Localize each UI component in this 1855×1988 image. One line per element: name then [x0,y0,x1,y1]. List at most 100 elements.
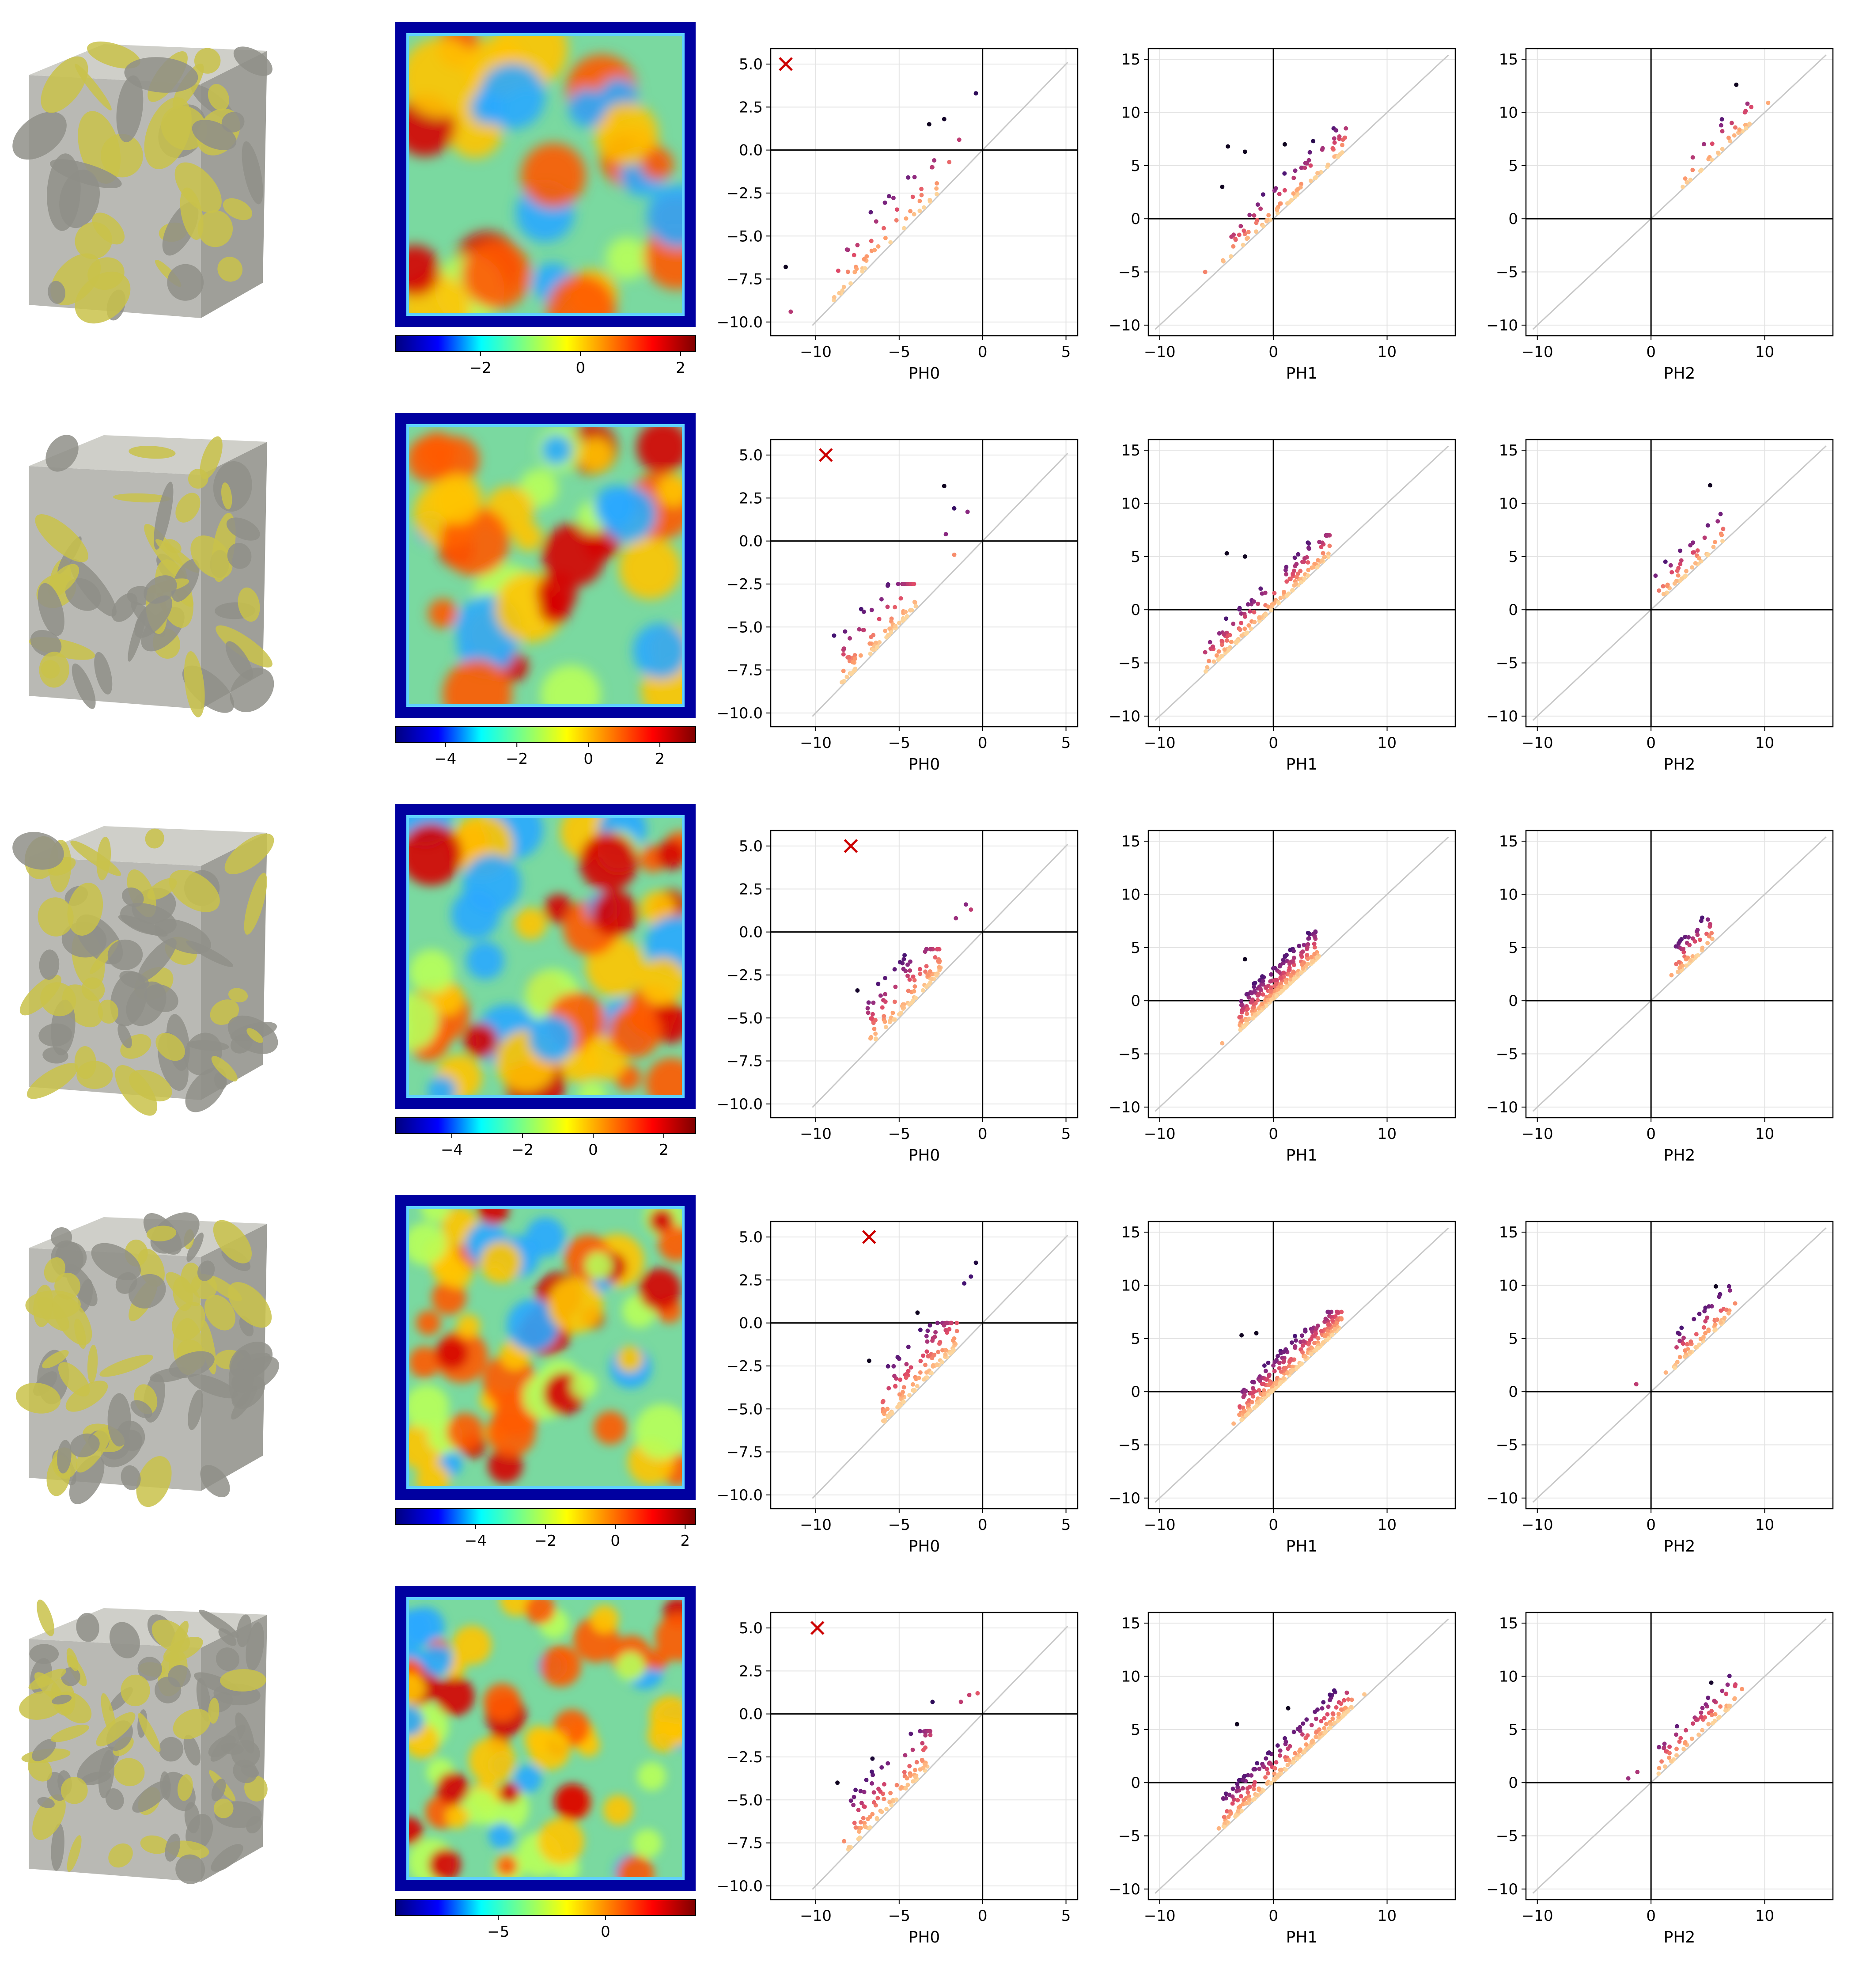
persistence-point [879,597,884,602]
persistence-point [924,1334,929,1339]
persistence-point [869,239,874,243]
surface-blob [33,1285,53,1327]
persistence-point [1727,1673,1732,1678]
x-tick-label: −10 [1144,343,1176,361]
persistence-point [1656,1771,1661,1776]
persistence-point [1342,1712,1347,1717]
persistence-point [1266,1360,1271,1365]
persistence-point [900,618,905,623]
surface-blob [28,1757,52,1782]
persistence-point [1701,1335,1706,1339]
colorbar-tick-label: 0 [583,750,593,768]
colorbar-tick-label: 2 [659,1141,669,1159]
persistence-point [1270,1388,1275,1393]
persistence-point [1698,937,1702,942]
x-tick-label: −10 [800,1907,832,1925]
field-blob [632,623,683,679]
y-tick-label: −10.0 [717,1878,763,1895]
persistence-point [1713,1284,1718,1289]
y-tick-label: 5 [1131,939,1140,957]
persistence-point [882,1019,887,1024]
persistence-point [1228,1811,1233,1816]
field-blob [408,1223,447,1265]
field-blob [408,38,481,117]
y-tick-label: 5 [1131,1330,1140,1348]
y-tick-label: −10.0 [717,1096,763,1113]
persistence-point [1262,1392,1267,1397]
persistence-point [923,1733,928,1738]
surface-blob [177,1774,193,1801]
persistence-point [1288,973,1293,978]
persistence-point [1245,1011,1249,1016]
persistence-point [1699,1710,1704,1715]
persistence-point [861,1804,866,1809]
persistence-point [841,668,846,673]
persistence-point [1248,1408,1253,1413]
persistence-point [1340,143,1344,148]
field-blob [428,1848,461,1878]
persistence-point [939,1360,944,1365]
persistence-point [891,1017,896,1022]
persistence-point [1732,1696,1737,1701]
persistence-point [867,1825,872,1830]
persistence-point [962,1281,967,1286]
persistence-point [1319,558,1324,563]
persistence-point [885,604,890,609]
surface-blob [167,264,204,301]
persistence-point [919,193,924,197]
persistence-point [1244,1021,1249,1026]
persistence-point [1657,588,1662,593]
persistence-point [1336,1718,1340,1723]
y-tick-label: −10 [1486,1490,1518,1507]
persistence-point [929,1371,934,1376]
persistence-point [1247,1797,1252,1802]
persistence-point [873,1031,878,1036]
persistence-point [943,532,948,537]
persistence-point [853,1825,858,1830]
x-tick-label: −10 [1522,343,1553,361]
diagonal-line [1532,445,1827,721]
persistence-point [1226,144,1230,149]
persistence-point [1312,945,1317,950]
surface-blob [242,141,263,205]
persistence-point [903,1753,908,1758]
field-blob [416,1310,441,1335]
x-tick-label: 10 [1378,1125,1397,1143]
persistence-point [1287,961,1292,966]
y-tick-label: 5.0 [739,1620,763,1637]
persistence-point [852,667,857,672]
persistence-point [903,610,908,614]
persistence-point [1314,175,1318,180]
field-blob [590,1605,619,1633]
field-blob [529,1015,576,1062]
y-tick-label: 5.0 [739,1229,763,1246]
persistence-point [1242,626,1247,631]
persistence-point [907,977,912,982]
x-tick-label: −10 [800,1125,832,1143]
colorbar-tick-label: 2 [676,359,685,377]
persistence-point [1254,1404,1259,1408]
infinite-class-marker [779,57,793,71]
persistence-point [1284,572,1288,577]
persistence-point [882,1014,886,1019]
persistence-point [1725,1682,1730,1687]
persistence-point [1242,1392,1247,1397]
surface-blob [205,1275,242,1301]
surface-blob [98,999,119,1024]
persistence-point [862,1790,867,1795]
surface-blob [213,1798,234,1818]
surface-blob [32,1739,56,1761]
persistence-point [892,999,897,1004]
isosurface-cube [12,826,278,1116]
persistence-point [1319,1329,1324,1333]
x-tick-label: −10 [1144,1516,1176,1534]
persistence-point [1304,1717,1309,1722]
persistence-point [1706,1329,1711,1333]
persistence-point [1282,171,1287,176]
y-tick-label: −2.5 [726,1749,763,1766]
persistence-point [1319,545,1324,550]
persistence-diagram-ph1: −10 0 10 −10 −5 0 5 10 15 PH1 [1109,439,1456,774]
persistence-point [1706,552,1711,557]
persistence-point [1272,1771,1277,1776]
field-blob [408,436,453,483]
